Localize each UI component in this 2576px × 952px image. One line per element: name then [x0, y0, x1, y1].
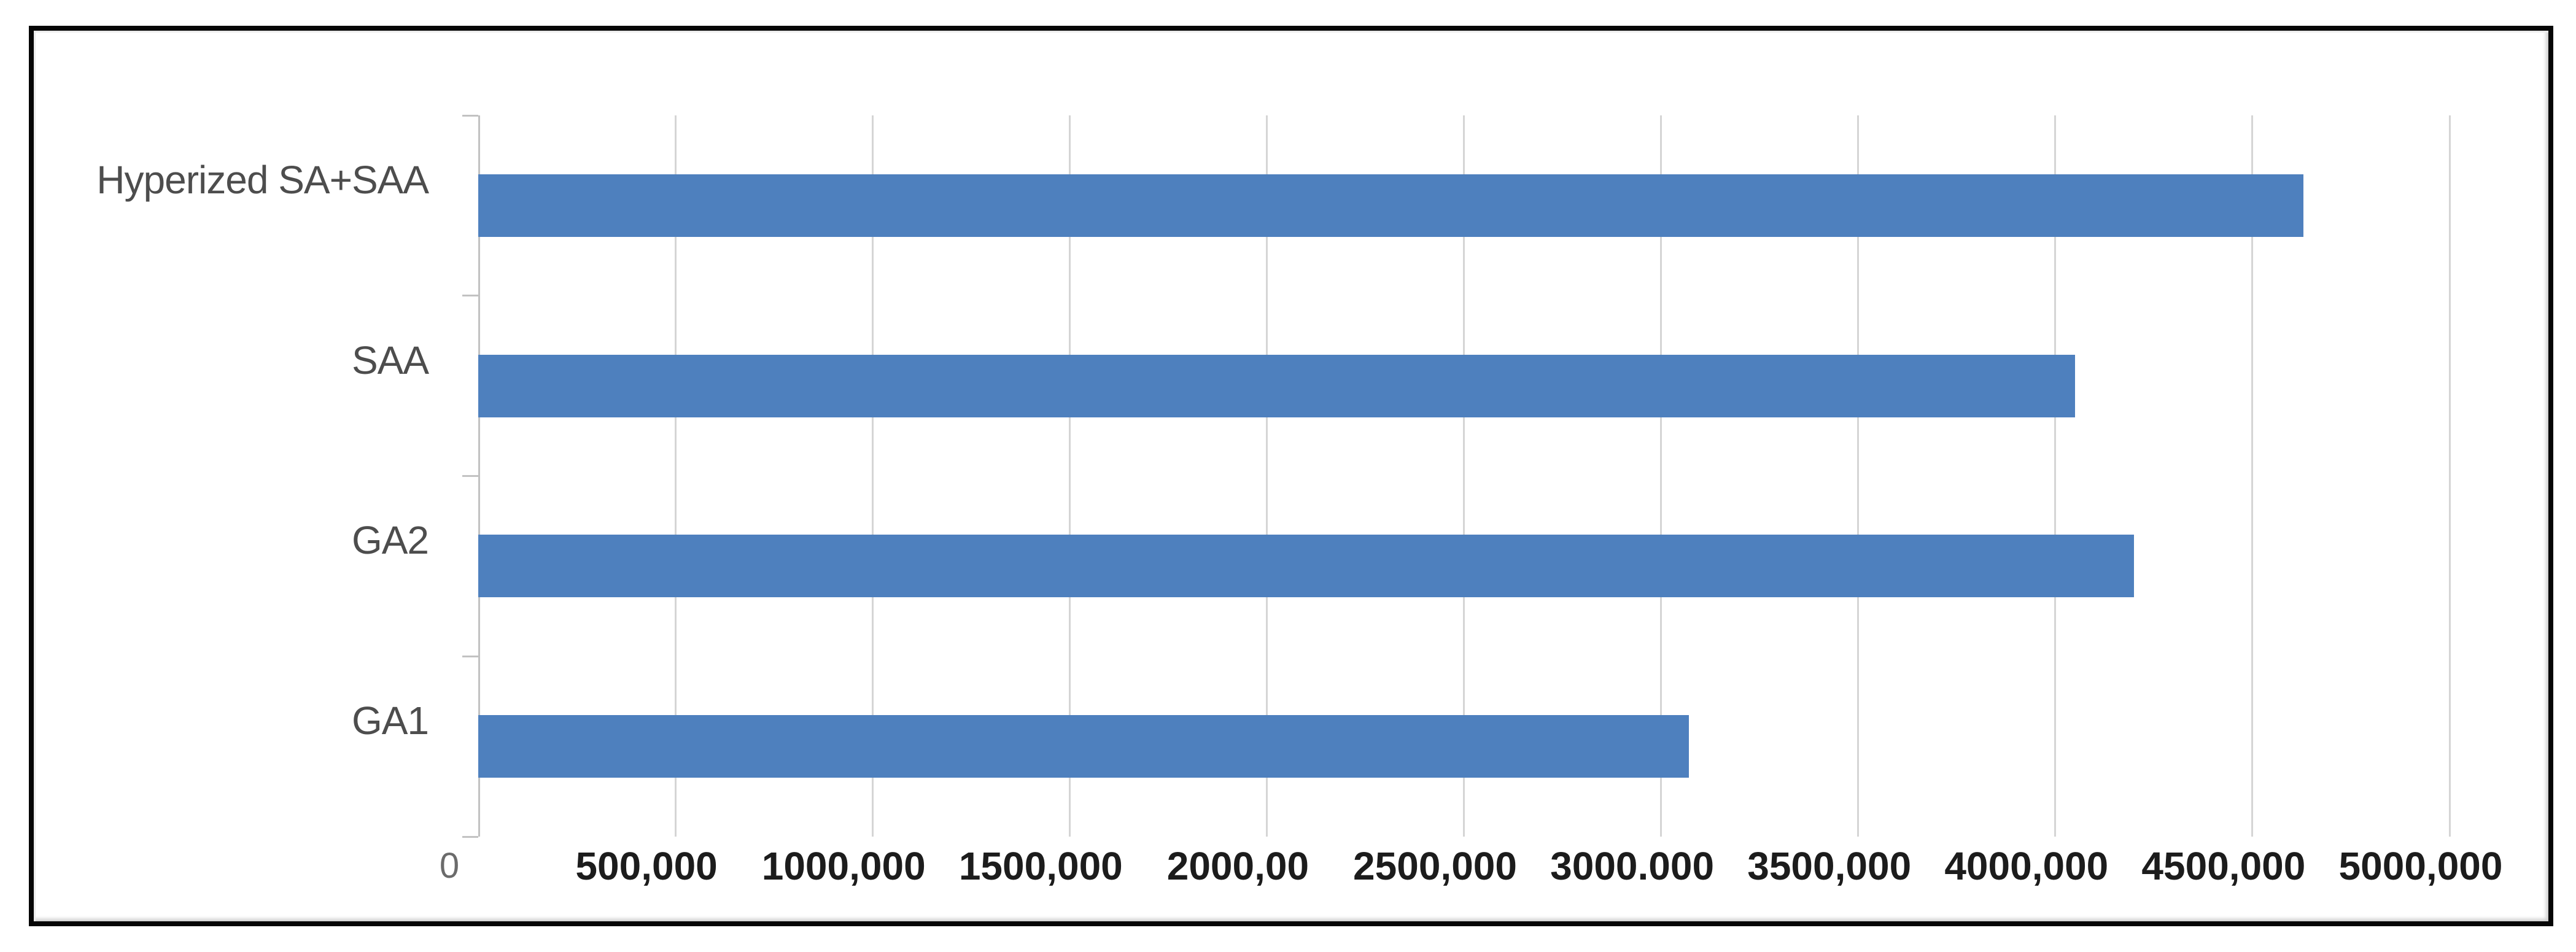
x-axis-tick-label: 1500,000 [958, 844, 1123, 888]
x-axis-tick-label: 4500,000 [2141, 844, 2306, 888]
axis-tick-mark [462, 835, 478, 838]
bar-ga2 [478, 535, 2135, 598]
gridline [2448, 115, 2451, 837]
x-axis-tick-label: 1000,000 [761, 844, 926, 888]
plot-area [462, 114, 2451, 838]
category-axis-line [478, 115, 480, 837]
x-axis-tick-label: 2000,00 [1166, 844, 1309, 888]
x-axis-tick-label: 3000.000 [1550, 844, 1715, 888]
gridline [1265, 115, 1268, 837]
x-axis-tick-label: 500,000 [575, 844, 718, 888]
gridline [1463, 115, 1465, 837]
category-label: GA1 [351, 699, 429, 743]
bar-saa [478, 354, 2075, 417]
x-axis-tick-label: 3500,000 [1747, 844, 1912, 888]
x-axis-tick-label: 5000,000 [2338, 844, 2503, 888]
gridline [871, 115, 874, 837]
gridline [1857, 115, 1860, 837]
gridline [674, 115, 677, 837]
x-axis-tick-label: 4000,000 [1944, 844, 2109, 888]
bar-hyperized-sa-saa [478, 174, 2304, 237]
gridline [1660, 115, 1662, 837]
bar-ga1 [478, 715, 1689, 778]
gridline [2054, 115, 2057, 837]
category-label: Hyperized SA+SAA [96, 157, 429, 202]
category-label: SAA [351, 338, 429, 382]
gridline [2251, 115, 2254, 837]
axis-tick-mark [462, 655, 478, 657]
gridline [1068, 115, 1071, 837]
x-axis-tick-label: 0 [439, 846, 460, 886]
axis-tick-mark [462, 475, 478, 477]
category-label: GA2 [351, 518, 429, 563]
axis-tick-mark [462, 114, 478, 117]
x-axis-tick-label: 2500,000 [1353, 844, 1517, 888]
chart-frame: Hyperized SA+SAA SAA GA2 GA1 0 500,000 1000,0… [29, 26, 2553, 926]
axis-tick-mark [462, 295, 478, 297]
